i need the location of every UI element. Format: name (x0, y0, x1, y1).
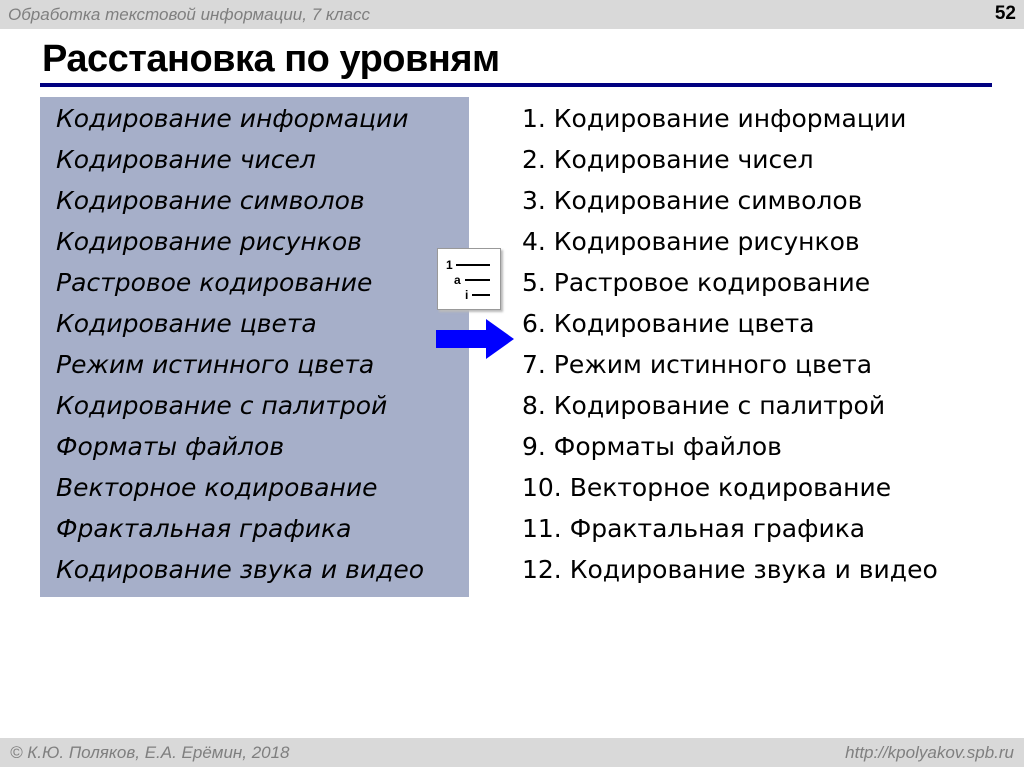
source-box (40, 97, 469, 597)
footer-bar: © К.Ю. Поляков, Е.А. Ерёмин, 2018 http:/… (0, 738, 1024, 767)
list-item[interactable]: 2. Кодирование чисел (522, 145, 814, 174)
list-item[interactable]: 6. Кодирование цвета (522, 309, 815, 338)
list-item[interactable]: Кодирование информации (56, 104, 409, 133)
list-item[interactable]: 4. Кодирование рисунков (522, 227, 860, 256)
slide-number: 52 (994, 3, 1016, 24)
title-underline (40, 83, 992, 87)
unordered-list: Кодирование информации Кодирование чисел К… (56, 98, 424, 590)
list-item[interactable]: 10. Векторное кодирование (522, 473, 892, 502)
list-item[interactable]: Кодирование чисел (56, 145, 316, 174)
list-item[interactable]: Форматы файлов (56, 432, 285, 461)
right-arrow-icon (436, 319, 514, 359)
header-bar: Обработка текстовой информации, 7 класс … (0, 0, 1024, 29)
list-item[interactable]: Кодирование символов (56, 186, 365, 215)
numbered-list: 1. Кодирование информации 2. Кодирование … (522, 98, 938, 590)
list-item[interactable]: 8. Кодирование с палитрой (522, 391, 886, 420)
list-item[interactable]: Кодирование цвета (56, 309, 317, 338)
list-item[interactable]: 7. Режим истинного цвета (522, 350, 873, 379)
list-item[interactable]: Кодирование с палитрой (56, 391, 388, 420)
icon-label: i (465, 288, 468, 302)
list-item[interactable]: 5. Растровое кодирование (522, 268, 871, 297)
list-item[interactable]: 9. Форматы файлов (522, 432, 782, 461)
list-item[interactable]: 1. Кодирование информации (522, 104, 907, 133)
icon-label: a (454, 273, 461, 287)
list-item[interactable]: Векторное кодирование (56, 473, 378, 502)
list-item[interactable]: Фрактальная графика (56, 514, 352, 543)
course-title: Обработка текстовой информации, 7 класс (8, 5, 370, 24)
list-item[interactable]: 3. Кодирование символов (522, 186, 863, 215)
icon-label: 1 (446, 258, 453, 272)
list-item[interactable]: 11. Фрактальная графика (522, 514, 866, 543)
slide-title: Расстановка по уровням (42, 38, 500, 80)
authors: © К.Ю. Поляков, Е.А. Ерёмин, 2018 (10, 743, 290, 762)
list-item[interactable]: Кодирование рисунков (56, 227, 362, 256)
multilevel-list-icon[interactable]: 1 a i (437, 248, 501, 310)
site-link[interactable]: http://kpolyakov.spb.ru (845, 743, 1014, 762)
list-item[interactable]: Кодирование звука и видео (56, 555, 425, 584)
list-item[interactable]: 12. Кодирование звука и видео (522, 555, 938, 584)
list-item[interactable]: Режим истинного цвета (56, 350, 375, 379)
list-item[interactable]: Растровое кодирование (56, 268, 373, 297)
